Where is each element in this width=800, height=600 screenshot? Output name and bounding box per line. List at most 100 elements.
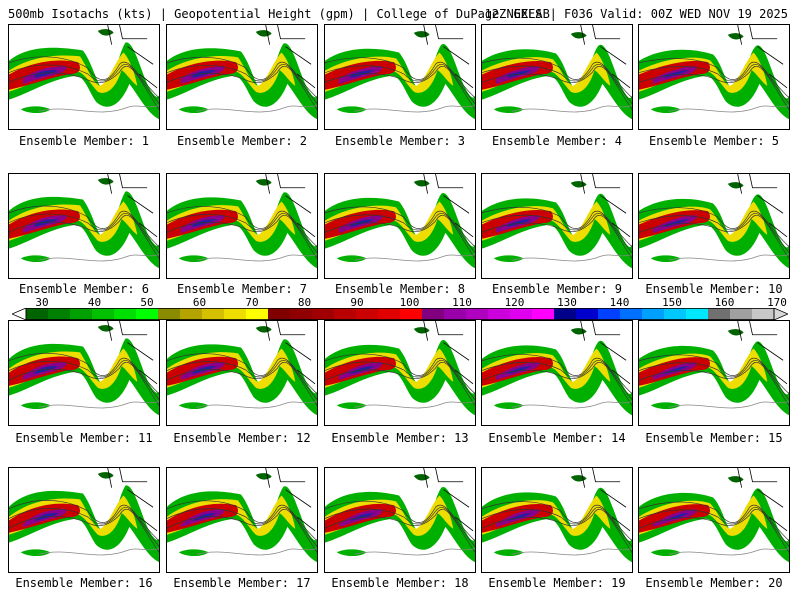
isotach-blob [97, 29, 114, 36]
coastline [196, 548, 317, 556]
colorbar-segment [158, 308, 181, 320]
height-contour [482, 362, 632, 406]
jet-isotach-yellow [639, 201, 768, 242]
height-contour [9, 362, 159, 406]
height-contour [325, 360, 475, 400]
coastline [196, 254, 317, 262]
height-contour [167, 66, 317, 110]
political-borders [423, 174, 474, 238]
height-contour [325, 509, 475, 553]
height-contour [325, 64, 475, 104]
isotach-map [482, 468, 632, 563]
height-contour [9, 56, 159, 98]
ensemble-member-label: Ensemble Member: 16 [15, 576, 153, 590]
height-contour [9, 360, 159, 400]
isotach-blob [20, 549, 51, 557]
isotach-blob [570, 32, 587, 39]
political-borders [737, 468, 788, 532]
isotach-blob [97, 325, 114, 332]
isotach-blob [650, 549, 681, 557]
colorbar-segment [730, 308, 753, 320]
isotach-blob [493, 549, 524, 557]
height-contour [167, 213, 317, 253]
ensemble-member-label: Ensemble Member: 7 [176, 282, 308, 296]
isotach-blob [178, 549, 209, 557]
isotach-blob [97, 472, 114, 479]
colorbar-segment [26, 308, 49, 320]
height-contour [639, 215, 789, 259]
height-contour [325, 353, 475, 394]
coastline [354, 401, 475, 409]
jet-max-blue [664, 366, 689, 374]
colorbar-segment [422, 308, 445, 320]
colorbar-tick-label: 40 [87, 296, 102, 309]
ensemble-member-map [166, 320, 318, 426]
coastline [511, 548, 632, 556]
colorbar-segment [290, 308, 313, 320]
height-contour [167, 56, 317, 98]
height-contour [9, 507, 159, 547]
ensemble-member-map [8, 320, 160, 426]
political-borders [580, 25, 631, 89]
isotach-blob [413, 180, 430, 187]
height-contour [167, 500, 317, 541]
height-contour [167, 509, 317, 553]
jet-max-blue [34, 70, 59, 78]
height-contour [325, 66, 475, 110]
height-contour [482, 64, 632, 104]
isotach-blob [413, 327, 430, 334]
political-borders [580, 321, 631, 385]
colorbar-segment [444, 308, 467, 320]
colorbar-segment [554, 308, 577, 320]
isotach-blob [255, 30, 272, 37]
colorbar-tick-label: 80 [297, 296, 312, 309]
colorbar-tick-label: 60 [192, 296, 207, 309]
isotach-blob [727, 182, 744, 189]
colorbar-segment [510, 308, 533, 320]
ensemble-member-label: Ensemble Member: 13 [331, 431, 469, 445]
height-contour [639, 58, 789, 98]
height-contour [639, 66, 789, 110]
isotach-blob [255, 473, 272, 480]
coastline [38, 548, 159, 556]
isotach-map [482, 25, 632, 120]
jet-isotach-yellow [482, 348, 611, 389]
colorbar-segment [466, 308, 489, 320]
colorbar-tick-label: 170 [767, 296, 787, 309]
isotach-map [167, 174, 317, 269]
political-borders [107, 174, 158, 238]
coastline [668, 401, 789, 409]
colorbar-tick-label: 160 [714, 296, 735, 309]
jet-max-blue [507, 513, 532, 521]
ensemble-member-map [638, 320, 790, 426]
colorbar-segment [312, 308, 335, 320]
political-borders [423, 321, 474, 385]
ensemble-member-label: Ensemble Member: 8 [334, 282, 466, 296]
ensemble-member-map [638, 173, 790, 279]
isotach-blob [336, 549, 367, 557]
colorbar-segment [598, 308, 621, 320]
colorbar-segment [708, 308, 731, 320]
isotach-blob [97, 178, 114, 185]
colorbar-tick-label: 90 [350, 296, 364, 309]
jet-max-blue [34, 219, 59, 227]
height-contour [482, 360, 632, 400]
isotach-blob [336, 255, 367, 263]
coastline [354, 254, 475, 262]
jet-isotach-yellow [325, 495, 454, 536]
jet-isotach-yellow [325, 52, 454, 93]
isotach-blob [178, 106, 209, 114]
ensemble-member-map [166, 467, 318, 573]
ensemble-member-label: Ensemble Member: 12 [173, 431, 311, 445]
political-borders [580, 174, 631, 238]
height-contour [325, 500, 475, 541]
political-borders [265, 468, 316, 532]
isotach-blob [336, 402, 367, 410]
coastline [668, 105, 789, 113]
height-contour [639, 362, 789, 406]
isotach-blob [413, 474, 430, 481]
colorbar-segment [488, 308, 511, 320]
height-contour [639, 64, 789, 104]
ensemble-member-map [166, 173, 318, 279]
height-contour [167, 215, 317, 259]
